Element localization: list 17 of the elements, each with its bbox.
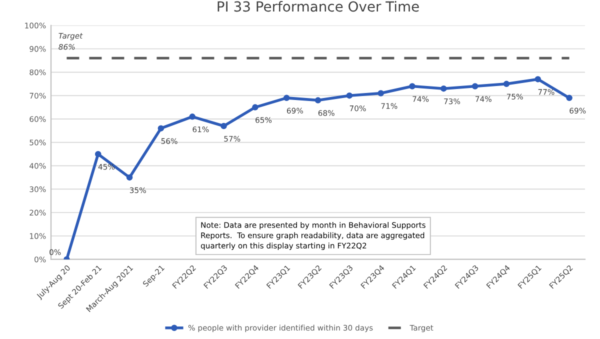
point (409, 83, 416, 90)
point (534, 76, 542, 82)
point (220, 122, 227, 130)
point (346, 92, 353, 99)
point (314, 97, 322, 104)
chart-title: PI 33 Performance Over Time (218, 0, 419, 12)
point (94, 150, 102, 158)
point (503, 80, 510, 88)
point (378, 90, 384, 96)
point (189, 114, 196, 120)
point (158, 125, 164, 132)
point (252, 104, 258, 110)
point (472, 83, 478, 90)
point (566, 94, 572, 102)
point (283, 94, 290, 102)
point (126, 174, 133, 181)
point (440, 85, 447, 92)
